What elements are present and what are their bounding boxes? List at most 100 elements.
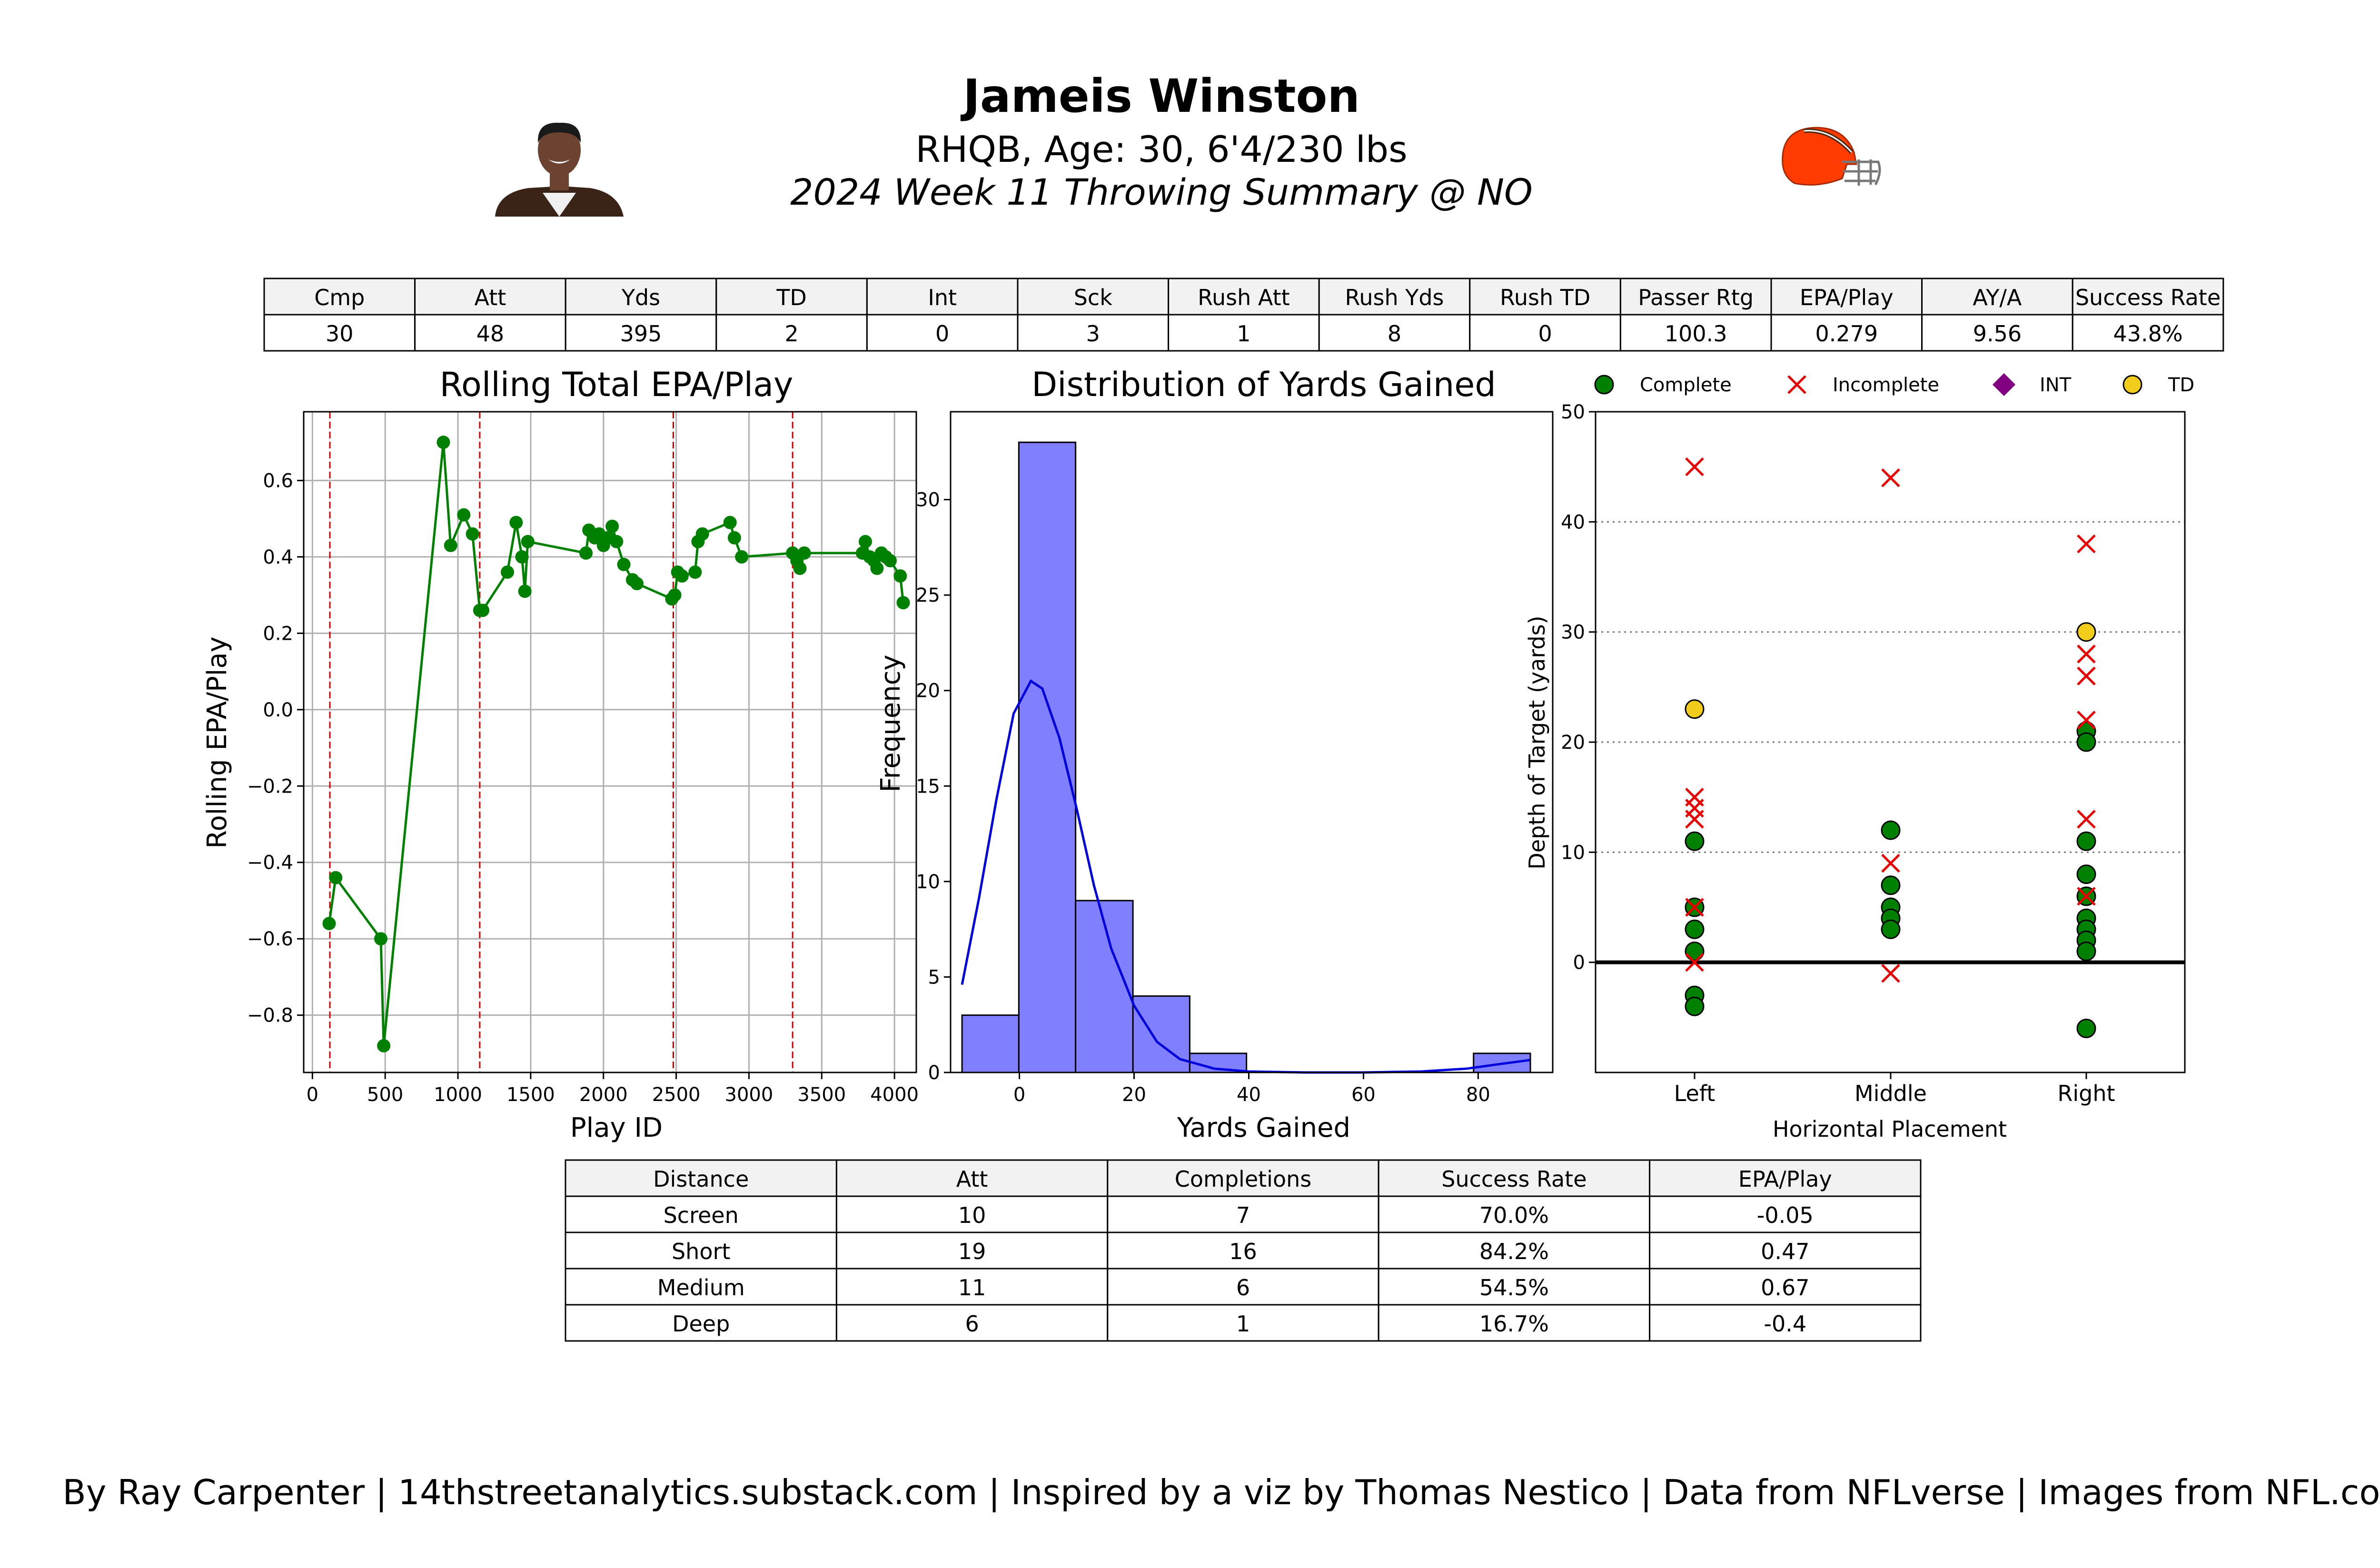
summary-value-cell — [1318, 314, 1471, 352]
distance-breakdown-table: Distance Att Completions Success Rate EPA/Pl… — [565, 1159, 1922, 1342]
hist-y-tick-label: 0 — [928, 1062, 940, 1084]
epa-point — [630, 577, 644, 591]
scatter-x-tick-label: Right — [2057, 1081, 2115, 1106]
distance-header-label: Att — [956, 1166, 988, 1192]
epa-point — [579, 546, 593, 560]
summary-header-label: Cmp — [314, 285, 365, 310]
distance-cell — [565, 1268, 837, 1306]
epa-point — [436, 436, 450, 449]
histogram-bar — [1075, 900, 1134, 1073]
epa-point — [457, 508, 471, 522]
summary-header-label: Sck — [1074, 285, 1112, 310]
distance-cell — [835, 1304, 1109, 1342]
summary-value-cell — [1168, 314, 1320, 352]
rolling-epa-chart: Rolling Total EPA/Play Play ID Rolling E… — [202, 365, 919, 1143]
epa-y-tick-label: 0.2 — [263, 623, 293, 645]
histogram-bar — [961, 1014, 1020, 1073]
scatter-y-tick-label: 50 — [1561, 401, 1585, 423]
incomplete-pass-point — [1881, 964, 1900, 983]
incomplete-pass-point — [1685, 810, 1704, 829]
legend-int-label: INT — [2040, 374, 2072, 396]
distance-header-cell — [1649, 1159, 1922, 1197]
distance-cell-value: Short — [672, 1239, 730, 1264]
scatter-x-tick-label: Left — [1674, 1081, 1716, 1106]
epa-x-tick-label: 0 — [307, 1084, 318, 1106]
scatter-plot-frame — [1595, 411, 2186, 1073]
histogram-bar — [1018, 441, 1077, 1073]
complete-pass-point — [2076, 942, 2096, 962]
distance-cell-value: 6 — [1236, 1275, 1250, 1300]
summary-value: 8 — [1388, 321, 1401, 347]
hist-chart-title: Distribution of Yards Gained — [1031, 365, 1496, 404]
epa-point — [723, 516, 737, 529]
epa-point — [322, 917, 336, 931]
epa-chart-title: Rolling Total EPA/Play — [440, 365, 793, 404]
summary-header-cell — [2072, 278, 2224, 316]
distance-cell — [1649, 1195, 1922, 1233]
summary-value-cell — [1770, 314, 1923, 352]
legend-complete-marker — [1594, 375, 1614, 395]
yards-distribution-chart: Distribution of Yards Gained Yards Gaine… — [875, 365, 1554, 1143]
complete-pass-point — [1685, 831, 1705, 851]
incomplete-pass-point — [2077, 534, 2096, 554]
complete-pass-point — [1685, 919, 1705, 939]
summary-value: 2 — [784, 321, 798, 347]
complete-pass-point — [1881, 875, 1901, 895]
summary-header-label: AY/A — [1973, 285, 2022, 310]
legend-incomplete-marker — [1787, 375, 1806, 394]
summary-value: 1 — [1237, 321, 1250, 347]
epa-x-tick-label: 3000 — [725, 1084, 774, 1106]
summary-header-cell — [263, 278, 416, 316]
hist-y-tick-label: 5 — [928, 966, 940, 988]
epa-point — [444, 538, 457, 552]
distance-header-cell — [1378, 1159, 1651, 1197]
distance-cell-value: 54.5% — [1479, 1275, 1549, 1300]
epa-x-tick-label: 3500 — [797, 1084, 846, 1106]
distance-cell — [565, 1304, 837, 1342]
hist-y-tick-label: 20 — [916, 680, 940, 702]
incomplete-pass-point — [2077, 810, 2096, 829]
epa-point — [859, 535, 873, 548]
distance-cell-value: -0.05 — [1757, 1202, 1814, 1228]
hist-y-tick-label: 25 — [916, 585, 940, 606]
distance-cell — [1378, 1268, 1651, 1306]
distance-cell-value: 1 — [1236, 1311, 1250, 1337]
distance-header-label: Success Rate — [1441, 1166, 1587, 1192]
summary-value: 48 — [476, 321, 505, 347]
distance-cell-value: Deep — [672, 1311, 730, 1337]
summary-value-cell — [565, 314, 717, 352]
distance-cell-value: 0.67 — [1761, 1275, 1809, 1300]
distance-header-label: EPA/Play — [1738, 1166, 1832, 1192]
incomplete-pass-point — [1881, 468, 1900, 487]
summary-value-cell — [715, 314, 868, 352]
summary-value-cell — [1469, 314, 1621, 352]
epa-y-tick-label: 0.6 — [263, 470, 293, 492]
summary-header-label: Passer Rtg — [1638, 285, 1754, 310]
epa-series-line — [328, 442, 904, 1046]
epa-point — [727, 531, 741, 545]
epa-x-axis-label: Play ID — [570, 1112, 663, 1143]
td-pass-point — [1685, 699, 1705, 719]
distance-cell-value: 7 — [1236, 1202, 1250, 1228]
incomplete-pass-point — [1685, 898, 1704, 917]
hist-plot-frame — [950, 411, 1554, 1073]
incomplete-pass-point — [2077, 710, 2096, 730]
incomplete-pass-point — [2077, 645, 2096, 664]
hist-x-tick-label: 40 — [1237, 1084, 1261, 1106]
summary-value: 3 — [1086, 321, 1100, 347]
hist-x-tick-label: 60 — [1351, 1084, 1376, 1106]
summary-header-label: TD — [776, 285, 807, 310]
epa-point — [870, 561, 884, 575]
incomplete-pass-point — [1685, 457, 1704, 476]
distance-cell-value: 70.0% — [1479, 1202, 1549, 1228]
browns-helmet-icon — [1782, 127, 1881, 186]
distance-cell-value: 0.47 — [1761, 1239, 1809, 1264]
player-headshot-icon — [495, 122, 624, 217]
distance-cell — [1649, 1268, 1922, 1306]
distance-cell-value: 10 — [958, 1202, 986, 1228]
distance-cell-value: Screen — [664, 1202, 739, 1228]
epa-point — [668, 588, 682, 602]
complete-pass-point — [1881, 820, 1901, 840]
epa-point — [374, 932, 388, 946]
